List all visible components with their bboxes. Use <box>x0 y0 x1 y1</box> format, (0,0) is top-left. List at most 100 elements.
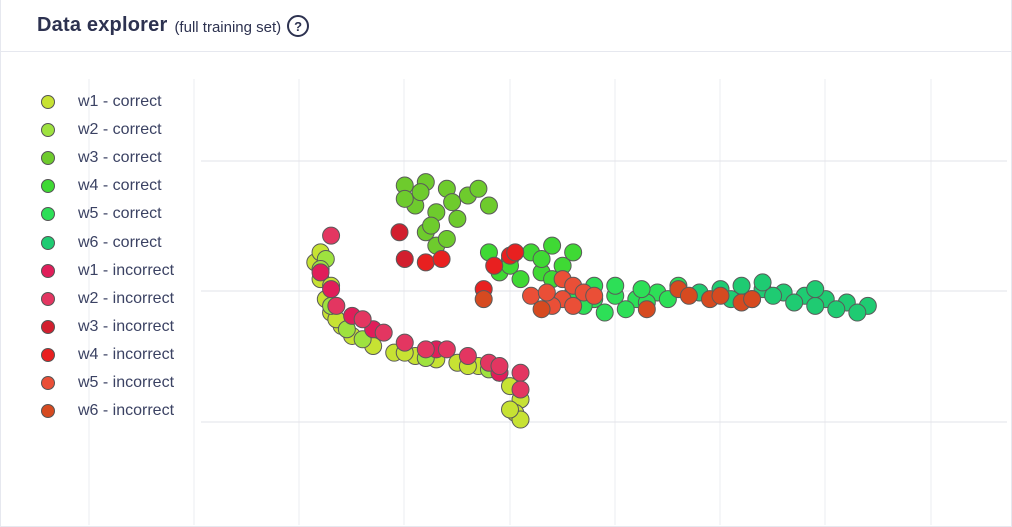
scatter-point[interactable] <box>395 189 414 208</box>
series-w6-correct <box>690 273 877 322</box>
scatter-point[interactable] <box>711 286 730 305</box>
legend-swatch <box>41 151 55 166</box>
legend-item[interactable]: w3 - correct <box>41 144 174 172</box>
scatter-point[interactable] <box>511 270 530 289</box>
scatter-point[interactable] <box>511 363 530 382</box>
legend-label: w2 - incorrect <box>78 289 175 307</box>
scatter-point[interactable] <box>585 286 604 305</box>
scatter-point[interactable] <box>848 303 867 322</box>
legend-item[interactable]: w4 - incorrect <box>41 341 174 369</box>
legend-label: w5 - incorrect <box>78 373 175 391</box>
scatter-point[interactable] <box>764 286 783 305</box>
scatter-point[interactable] <box>411 183 430 202</box>
legend-item[interactable]: w2 - correct <box>41 116 174 144</box>
legend-item[interactable]: w1 - correct <box>41 88 174 116</box>
scatter-point[interactable] <box>353 310 372 329</box>
scatter-point[interactable] <box>679 286 698 305</box>
page-title: Data explorer <box>37 14 168 36</box>
legend-item[interactable]: w2 - incorrect <box>41 285 174 313</box>
series-w6-incorrect <box>474 280 762 319</box>
scatter-point[interactable] <box>448 209 467 228</box>
scatter-point[interactable] <box>395 250 414 269</box>
scatter-point[interactable] <box>827 300 846 319</box>
scatter-point[interactable] <box>543 236 562 255</box>
scatter-point[interactable] <box>374 323 393 342</box>
legend-item[interactable]: w3 - incorrect <box>41 313 174 341</box>
legend-swatch <box>41 347 55 362</box>
legend-swatch <box>41 263 55 278</box>
scatter-point[interactable] <box>432 250 451 269</box>
scatter-point[interactable] <box>501 400 519 419</box>
scatter-point[interactable] <box>322 280 341 299</box>
scatter-point[interactable] <box>532 300 551 319</box>
series-w3-incorrect <box>390 223 414 269</box>
legend-swatch <box>41 375 55 390</box>
scatter-point[interactable] <box>485 256 504 275</box>
legend-label: w5 - correct <box>78 205 162 223</box>
scatter-point[interactable] <box>327 296 346 315</box>
scatter-point[interactable] <box>632 280 651 299</box>
series-w3-correct <box>395 173 498 255</box>
legend-swatch <box>41 319 55 334</box>
legend-label: w3 - incorrect <box>78 317 175 335</box>
legend-swatch <box>41 291 55 306</box>
legend-swatch <box>41 95 55 110</box>
legend-item[interactable]: w4 - correct <box>41 172 174 200</box>
scatter-point[interactable] <box>416 340 435 359</box>
scatter-point[interactable] <box>537 283 556 302</box>
legend-swatch <box>41 179 55 194</box>
scatter-point[interactable] <box>506 243 525 262</box>
legend-label: w4 - incorrect <box>78 345 175 363</box>
scatter-point[interactable] <box>395 333 414 352</box>
legend-item[interactable]: w5 - correct <box>41 200 174 228</box>
scatter-point[interactable] <box>806 296 825 315</box>
scatter-point[interactable] <box>490 357 509 376</box>
scatter-point[interactable] <box>479 196 498 215</box>
scatter-plot[interactable] <box>1 53 1011 525</box>
legend-swatch <box>41 207 55 222</box>
scatter-point[interactable] <box>437 340 456 359</box>
scatter-point[interactable] <box>458 347 477 366</box>
scatter-point[interactable] <box>322 226 341 245</box>
legend-item[interactable]: w6 - incorrect <box>41 397 174 425</box>
scatter-point[interactable] <box>437 229 456 248</box>
legend-item[interactable]: w1 - incorrect <box>41 257 174 285</box>
question-circle-icon[interactable]: ? <box>287 15 310 37</box>
legend-swatch <box>41 123 55 138</box>
scatter-point[interactable] <box>422 216 441 235</box>
scatter-point[interactable] <box>743 290 762 309</box>
chart-legend: w1 - correct w2 - correct w3 - correct w4 -… <box>41 88 174 425</box>
scatter-point[interactable] <box>511 380 530 399</box>
scatter-point[interactable] <box>532 250 551 269</box>
scatter-point[interactable] <box>785 293 804 312</box>
scatter-point[interactable] <box>616 300 635 319</box>
scatter-point[interactable] <box>390 223 409 242</box>
legend-label: w6 - correct <box>78 233 162 251</box>
scatter-point[interactable] <box>753 273 772 292</box>
legend-item[interactable]: w5 - incorrect <box>41 369 174 397</box>
legend-label: w2 - correct <box>78 121 162 139</box>
legend-label: w6 - incorrect <box>78 402 175 420</box>
legend-swatch <box>41 235 55 250</box>
page-subtitle: (full training set) <box>174 18 282 36</box>
scatter-point[interactable] <box>474 290 493 309</box>
scatter-point[interactable] <box>311 263 330 282</box>
series-w4-incorrect <box>416 243 525 299</box>
scatter-point[interactable] <box>606 276 625 295</box>
scatter-point[interactable] <box>564 243 583 262</box>
scatter-point[interactable] <box>469 179 488 198</box>
legend-label: w4 - correct <box>78 177 162 195</box>
legend-label: w3 - correct <box>78 149 162 167</box>
scatter-point[interactable] <box>416 253 435 272</box>
scatter-point[interactable] <box>443 193 462 212</box>
scatter-point[interactable] <box>595 303 614 322</box>
legend-item[interactable]: w6 - correct <box>41 228 174 256</box>
scatter-point[interactable] <box>806 280 825 299</box>
legend-label: w1 - correct <box>78 93 162 111</box>
scatter-point[interactable] <box>637 300 656 319</box>
scatter-point[interactable] <box>564 296 583 315</box>
legend-label: w1 - incorrect <box>78 261 175 279</box>
legend-swatch <box>41 404 55 419</box>
panel-header: Data explorer (full training set) ? <box>1 0 1011 52</box>
